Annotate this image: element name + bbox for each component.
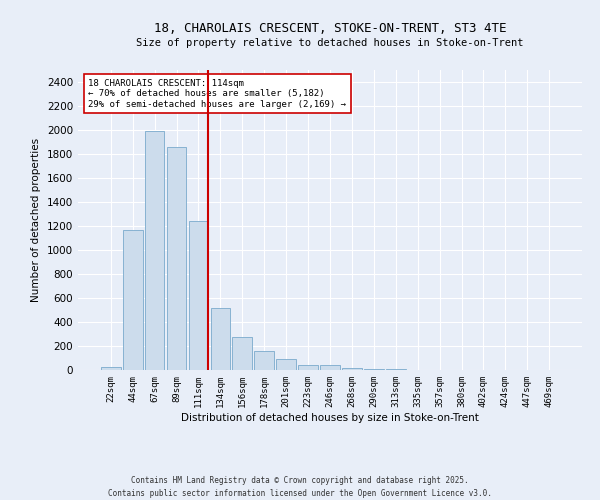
Bar <box>123 230 143 370</box>
Bar <box>364 369 384 370</box>
Bar <box>211 308 230 370</box>
Text: 18, CHAROLAIS CRESCENT, STOKE-ON-TRENT, ST3 4TE: 18, CHAROLAIS CRESCENT, STOKE-ON-TRENT, … <box>154 22 506 36</box>
Text: 18 CHAROLAIS CRESCENT: 114sqm
← 70% of detached houses are smaller (5,182)
29% o: 18 CHAROLAIS CRESCENT: 114sqm ← 70% of d… <box>88 79 346 109</box>
Text: Contains HM Land Registry data © Crown copyright and database right 2025.
Contai: Contains HM Land Registry data © Crown c… <box>108 476 492 498</box>
X-axis label: Distribution of detached houses by size in Stoke-on-Trent: Distribution of detached houses by size … <box>181 412 479 422</box>
Bar <box>232 337 252 370</box>
Bar <box>276 359 296 370</box>
Y-axis label: Number of detached properties: Number of detached properties <box>31 138 41 302</box>
Bar <box>254 352 274 370</box>
Text: Size of property relative to detached houses in Stoke-on-Trent: Size of property relative to detached ho… <box>136 38 524 48</box>
Bar <box>167 147 187 370</box>
Bar <box>101 367 121 370</box>
Bar <box>188 221 208 370</box>
Bar <box>298 364 318 370</box>
Bar <box>320 366 340 370</box>
Bar <box>342 368 362 370</box>
Bar <box>145 131 164 370</box>
